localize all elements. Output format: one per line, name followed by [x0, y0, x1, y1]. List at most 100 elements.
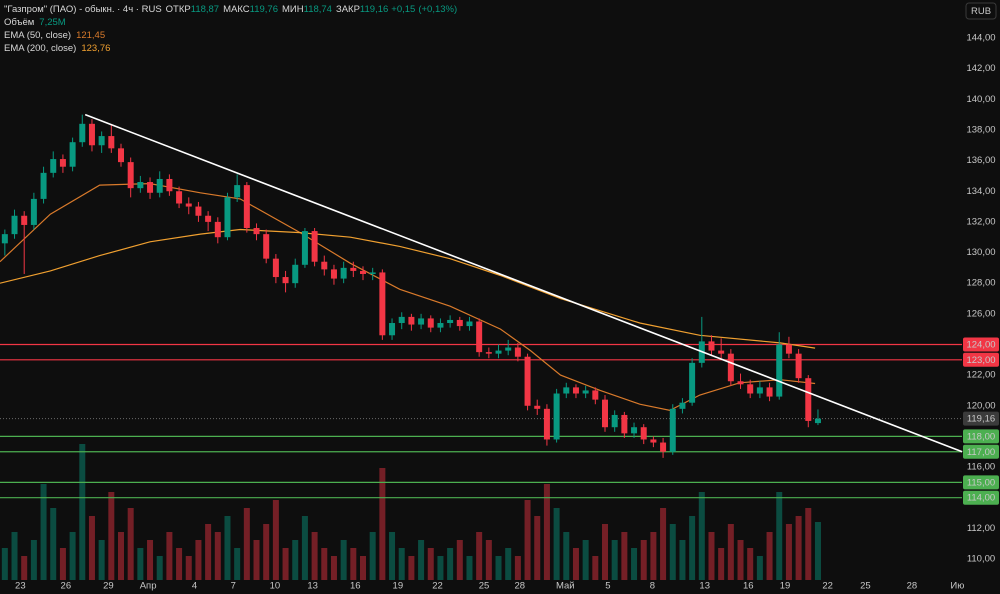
volume-bar: [814, 522, 821, 580]
candle-body: [350, 267, 357, 271]
candle-body: [592, 390, 599, 400]
level-label: 115,00: [967, 477, 995, 488]
x-tick-label: Май: [556, 581, 575, 592]
volume-bar: [689, 516, 696, 580]
level-tag: [963, 352, 999, 367]
volume-bar: [485, 540, 492, 580]
level-label: 124,00: [966, 339, 995, 350]
trendline: [84, 113, 963, 453]
volume-layer: [1, 444, 821, 580]
currency-button[interactable]: [965, 2, 997, 20]
ema-line: [0, 228, 816, 349]
level-tag: [963, 337, 999, 352]
candle-body: [311, 231, 318, 262]
volume-bar: [447, 548, 454, 580]
level-tag: [963, 475, 999, 490]
volume-bar: [718, 548, 725, 580]
x-tick-label: 16: [743, 581, 754, 592]
volume-bar: [476, 532, 483, 580]
x-tick-label: 8: [650, 581, 655, 592]
candle-body: [650, 439, 657, 443]
candle-body: [50, 159, 57, 173]
candle-body: [292, 264, 299, 284]
volume-bar: [572, 548, 579, 580]
candle-body: [137, 182, 144, 189]
x-tick-label: 19: [393, 581, 404, 592]
candle-body: [360, 270, 367, 274]
ema-value: 121,45: [76, 30, 105, 41]
volume-bar: [602, 524, 609, 580]
candle-body: [640, 427, 647, 440]
volume-bar: [98, 540, 105, 580]
ohlc-name: МАКС: [223, 4, 250, 15]
volume-bar: [311, 532, 318, 580]
volume-bar: [40, 484, 47, 580]
candle-body: [176, 191, 183, 204]
candle-body: [205, 215, 212, 222]
candle-body: [553, 393, 560, 440]
volume-bar: [88, 516, 95, 580]
volume-bar: [582, 540, 589, 580]
currency-label[interactable]: RUB: [971, 6, 991, 17]
axis-layer: 110,00 112,00 116,00 120,00 122,00 126,00 128,…: [15, 33, 999, 592]
legend-ema-row: EMA (50, close) 121,45: [4, 30, 105, 41]
y-tick-label: 128,00: [966, 278, 995, 289]
candle-body: [602, 399, 609, 428]
volume-bar: [631, 548, 638, 580]
candle-body: [147, 182, 154, 193]
volume-bar: [437, 556, 444, 580]
candle-body: [195, 206, 202, 216]
x-tick-label: 13: [307, 581, 318, 592]
volume-bar: [805, 508, 812, 580]
volume-bar: [21, 556, 28, 580]
candle-body: [689, 362, 696, 403]
candle-body: [389, 323, 396, 336]
candle-body: [321, 261, 328, 270]
candle-body: [243, 185, 250, 229]
volume-bar: [330, 556, 337, 580]
level-tag: [963, 429, 999, 444]
candle-body: [156, 178, 163, 193]
volume-bar: [369, 532, 376, 580]
legend-title-row: "Газпром" (ПАО) - обыкн. · 4ч · RUS ОТКР1…: [4, 4, 457, 15]
x-tick-label: 10: [270, 581, 281, 592]
change-pct: (+0,13%): [418, 4, 457, 15]
candle-body: [563, 387, 570, 394]
x-tick-label: 19: [780, 581, 791, 592]
candle-body: [572, 387, 579, 394]
volume-bar: [524, 500, 531, 580]
ohlc-value: 119,76: [250, 4, 278, 15]
volume-bar: [640, 540, 647, 580]
candle-body: [814, 418, 821, 424]
candle-body: [514, 347, 521, 357]
volume-bar: [756, 556, 763, 580]
candle-body: [582, 390, 589, 394]
x-tick-label: 22: [432, 581, 443, 592]
y-tick-label: 112,00: [967, 523, 995, 534]
y-tick-label: 132,00: [966, 216, 995, 227]
candle-body: [301, 231, 308, 265]
candle-body: [621, 414, 628, 434]
ohlc-name: ЗАКР: [336, 4, 360, 15]
volume-bar: [360, 556, 367, 580]
volume-bar: [456, 540, 463, 580]
volume-bar: [50, 508, 57, 580]
candle-body: [214, 221, 221, 238]
volume-bar: [669, 524, 676, 580]
volume-bar: [389, 532, 396, 580]
candle-body: [59, 159, 66, 167]
candle-body: [466, 321, 473, 327]
candle-body: [495, 350, 502, 354]
legend: "Газпром" (ПАО) - обыкн. · 4ч · RUS ОТКР1…: [4, 4, 457, 54]
candle-body: [766, 387, 773, 397]
legend-ema-row: EMA (200, close) 123,76: [4, 43, 110, 54]
level-tag: [963, 490, 999, 505]
y-tick-label: 122,00: [966, 370, 995, 381]
volume-bar: [195, 540, 202, 580]
x-tick-label: 16: [350, 581, 361, 592]
volume-bar: [563, 532, 570, 580]
candle-body: [108, 136, 115, 149]
x-tick-label: 13: [699, 581, 710, 592]
candle-body: [379, 272, 386, 336]
